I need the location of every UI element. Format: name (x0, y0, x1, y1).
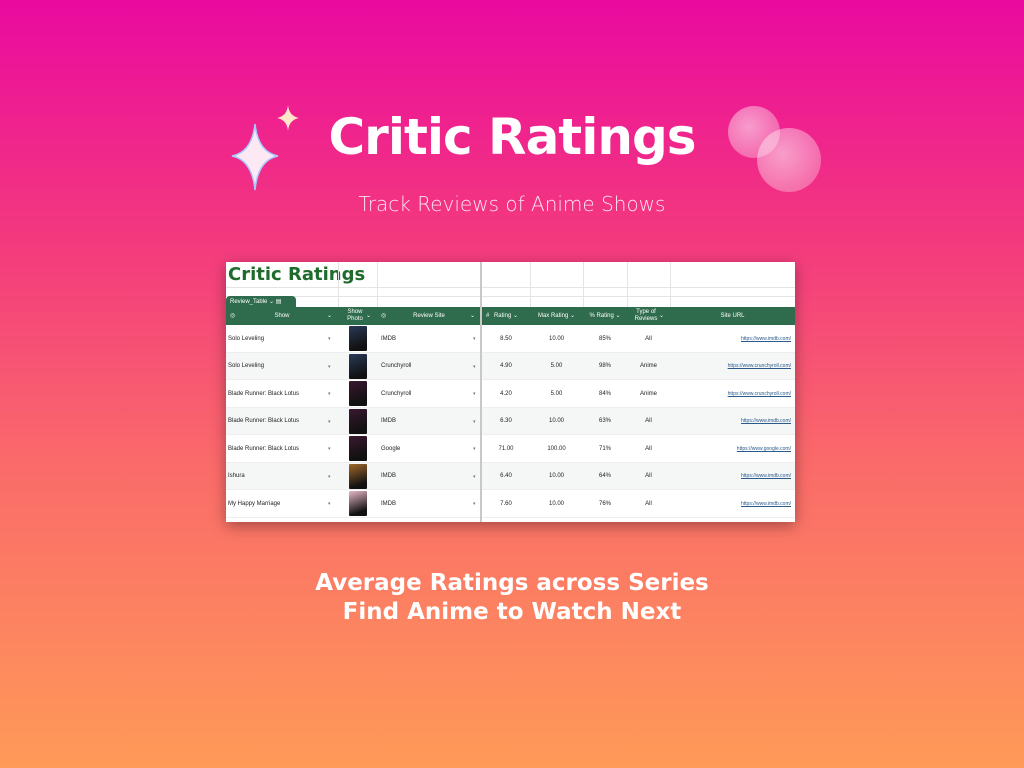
show-photo (338, 380, 377, 408)
table-row: Blade Runner: Black Lotus ▾ Crunchyroll … (226, 380, 795, 408)
review-site-cell[interactable]: Crunchyroll (381, 390, 412, 397)
show-cell[interactable]: Solo Leveling (228, 335, 265, 342)
table-tab[interactable]: Review_Table ⌄ ▤ (226, 296, 296, 308)
show-cell[interactable]: My Happy Marriage (228, 500, 281, 507)
spreadsheet: Critic Ratings Review_Table ⌄ ▤ ◎ Show ⌄ S… (226, 262, 795, 522)
type-cell[interactable]: All (645, 445, 652, 452)
review-site-cell[interactable]: IMDB (381, 418, 396, 425)
max-rating-cell[interactable]: 100.00 (547, 445, 566, 452)
bubble-decoration (757, 128, 821, 192)
type-cell[interactable]: All (645, 418, 652, 425)
table-row: Blade Runner: Black Lotus ▾ IMDB ▾ 6.30 … (226, 407, 795, 436)
table-row: Solo Leveling ▾ IMDB ▾ 8.50 10.00 85% Al… (226, 325, 795, 353)
rating-cell[interactable]: 71.00 (498, 445, 514, 452)
show-cell[interactable]: Blade Runner: Black Lotus (228, 445, 300, 452)
table-row: Blade Runner: Black Lotus ▾ Google ▾ 71.… (226, 435, 795, 463)
col-max-rating[interactable]: Max Rating ⌄ (537, 312, 576, 319)
show-photo (338, 353, 377, 381)
table-tab-label: Review_Table (230, 299, 268, 305)
show-photo (338, 408, 377, 436)
max-rating-cell[interactable]: 10.00 (548, 500, 564, 507)
review-site-cell[interactable]: IMDB (381, 335, 396, 342)
dropdown-caret-icon[interactable]: ▾ (328, 363, 331, 370)
site-url-link[interactable]: https://www.imdb.com/ (740, 335, 791, 342)
dropdown-caret-icon[interactable]: ▾ (328, 501, 331, 507)
dropdown-caret-icon[interactable]: ▾ (328, 418, 331, 425)
col-review-site[interactable]: ◎ Review Site ⌄ (381, 312, 475, 319)
table-header: ◎ Show ⌄ Show Photo ⌄ ◎ Review Site ⌄ # Rating… (226, 307, 795, 325)
dropdown-caret-icon[interactable]: ▾ (473, 391, 476, 397)
show-cell[interactable]: Blade Runner: Black Lotus (228, 390, 300, 397)
max-rating-cell[interactable]: 10.00 (548, 418, 564, 425)
max-rating-cell[interactable]: 10.00 (548, 335, 564, 342)
type-cell[interactable]: All (645, 335, 652, 342)
review-site-cell[interactable]: IMDB (381, 500, 396, 507)
rating-cell[interactable]: 6.40 (500, 473, 512, 480)
small-sparkle-icon (277, 105, 299, 131)
show-photo (338, 325, 377, 353)
show-cell[interactable]: Solo Leveling (228, 363, 265, 370)
review-site-cell[interactable]: Crunchyroll (381, 363, 412, 370)
pct-rating-cell: 98% (598, 363, 611, 370)
col-pct-rating[interactable]: % Rating ⌄ (589, 312, 621, 319)
site-url-link[interactable]: https://www.imdb.com/ (740, 418, 791, 425)
show-photo (338, 463, 377, 491)
pct-rating-cell: 64% (598, 473, 611, 480)
tagline-2: Find Anime to Watch Next (342, 599, 682, 625)
review-site-cell[interactable]: IMDB (381, 473, 396, 480)
max-rating-cell[interactable]: 10.00 (548, 473, 564, 480)
dropdown-caret-icon[interactable]: ▾ (328, 446, 331, 452)
site-url-link[interactable]: https://www.imdb.com/ (740, 500, 791, 507)
col-type-of-reviews[interactable]: Type of Reviews ⌄ (634, 309, 665, 322)
dropdown-caret-icon[interactable]: ▾ (328, 336, 331, 342)
show-cell[interactable]: Ishura (228, 473, 245, 480)
sheet-title: Critic Ratings (228, 264, 366, 285)
max-rating-cell[interactable]: 5.00 (550, 363, 563, 370)
dropdown-caret-icon[interactable]: ▾ (473, 363, 476, 370)
dropdown-caret-icon[interactable]: ▾ (473, 446, 476, 452)
table-icon: ▤ (275, 299, 282, 305)
dropdown-caret-icon[interactable]: ▾ (328, 391, 331, 397)
type-cell[interactable]: All (645, 473, 652, 480)
max-rating-cell[interactable]: 5.00 (550, 390, 563, 397)
type-cell[interactable]: Anime (639, 363, 657, 370)
type-cell[interactable]: All (645, 500, 652, 507)
site-url-link[interactable]: https://www.google.com/ (736, 445, 791, 452)
rating-cell[interactable]: 4.90 (500, 363, 512, 370)
show-cell[interactable]: Blade Runner: Black Lotus (228, 418, 300, 425)
site-url-link[interactable]: https://www.crunchyroll.com/ (727, 390, 791, 397)
dropdown-caret-icon[interactable]: ▾ (473, 418, 476, 425)
sparkle-icon (231, 123, 279, 191)
rating-cell[interactable]: 4.20 (500, 390, 512, 397)
freeze-divider[interactable] (480, 262, 482, 522)
pct-rating-cell: 71% (598, 445, 611, 452)
show-photo (338, 490, 377, 518)
dropdown-caret-icon[interactable]: ▾ (473, 473, 476, 480)
type-cell[interactable]: Anime (639, 390, 657, 397)
dropdown-caret-icon[interactable]: ▾ (328, 473, 331, 480)
dropdown-caret-icon[interactable]: ▾ (473, 336, 476, 342)
site-url-link[interactable]: https://www.crunchyroll.com/ (727, 363, 791, 370)
table-row: Ishura ▾ IMDB ▾ 6.40 10.00 64% All https… (226, 462, 795, 491)
pct-rating-cell: 76% (598, 500, 611, 507)
col-rating[interactable]: # Rating ⌄ (486, 312, 519, 319)
tagline-1: Average Ratings across Series (315, 570, 709, 596)
site-url-link[interactable]: https://www.imdb.com/ (740, 473, 791, 480)
rating-cell[interactable]: 8.50 (500, 335, 512, 342)
rating-cell[interactable]: 7.60 (500, 500, 512, 507)
table-row: Solo Leveling ▾ Crunchyroll ▾ 4.90 5.00 … (226, 352, 795, 381)
hero-title: Critic Ratings (328, 108, 696, 166)
table-row: My Happy Marriage ▾ IMDB ▾ 7.60 10.00 76… (226, 490, 795, 518)
dropdown-caret-icon[interactable]: ▾ (473, 501, 476, 507)
show-photo (338, 435, 377, 463)
pct-rating-cell: 84% (598, 390, 611, 397)
col-show-photo[interactable]: Show Photo ⌄ (347, 309, 372, 322)
col-site-url[interactable]: Site URL (720, 312, 745, 319)
rating-cell[interactable]: 6.30 (500, 418, 512, 425)
pct-rating-cell: 63% (598, 418, 611, 425)
col-show[interactable]: ◎ Show ⌄ (230, 312, 332, 319)
review-site-cell[interactable]: Google (381, 445, 401, 452)
pct-rating-cell: 85% (598, 335, 611, 342)
hero-subtitle: Track Reviews of Anime Shows (358, 192, 666, 216)
